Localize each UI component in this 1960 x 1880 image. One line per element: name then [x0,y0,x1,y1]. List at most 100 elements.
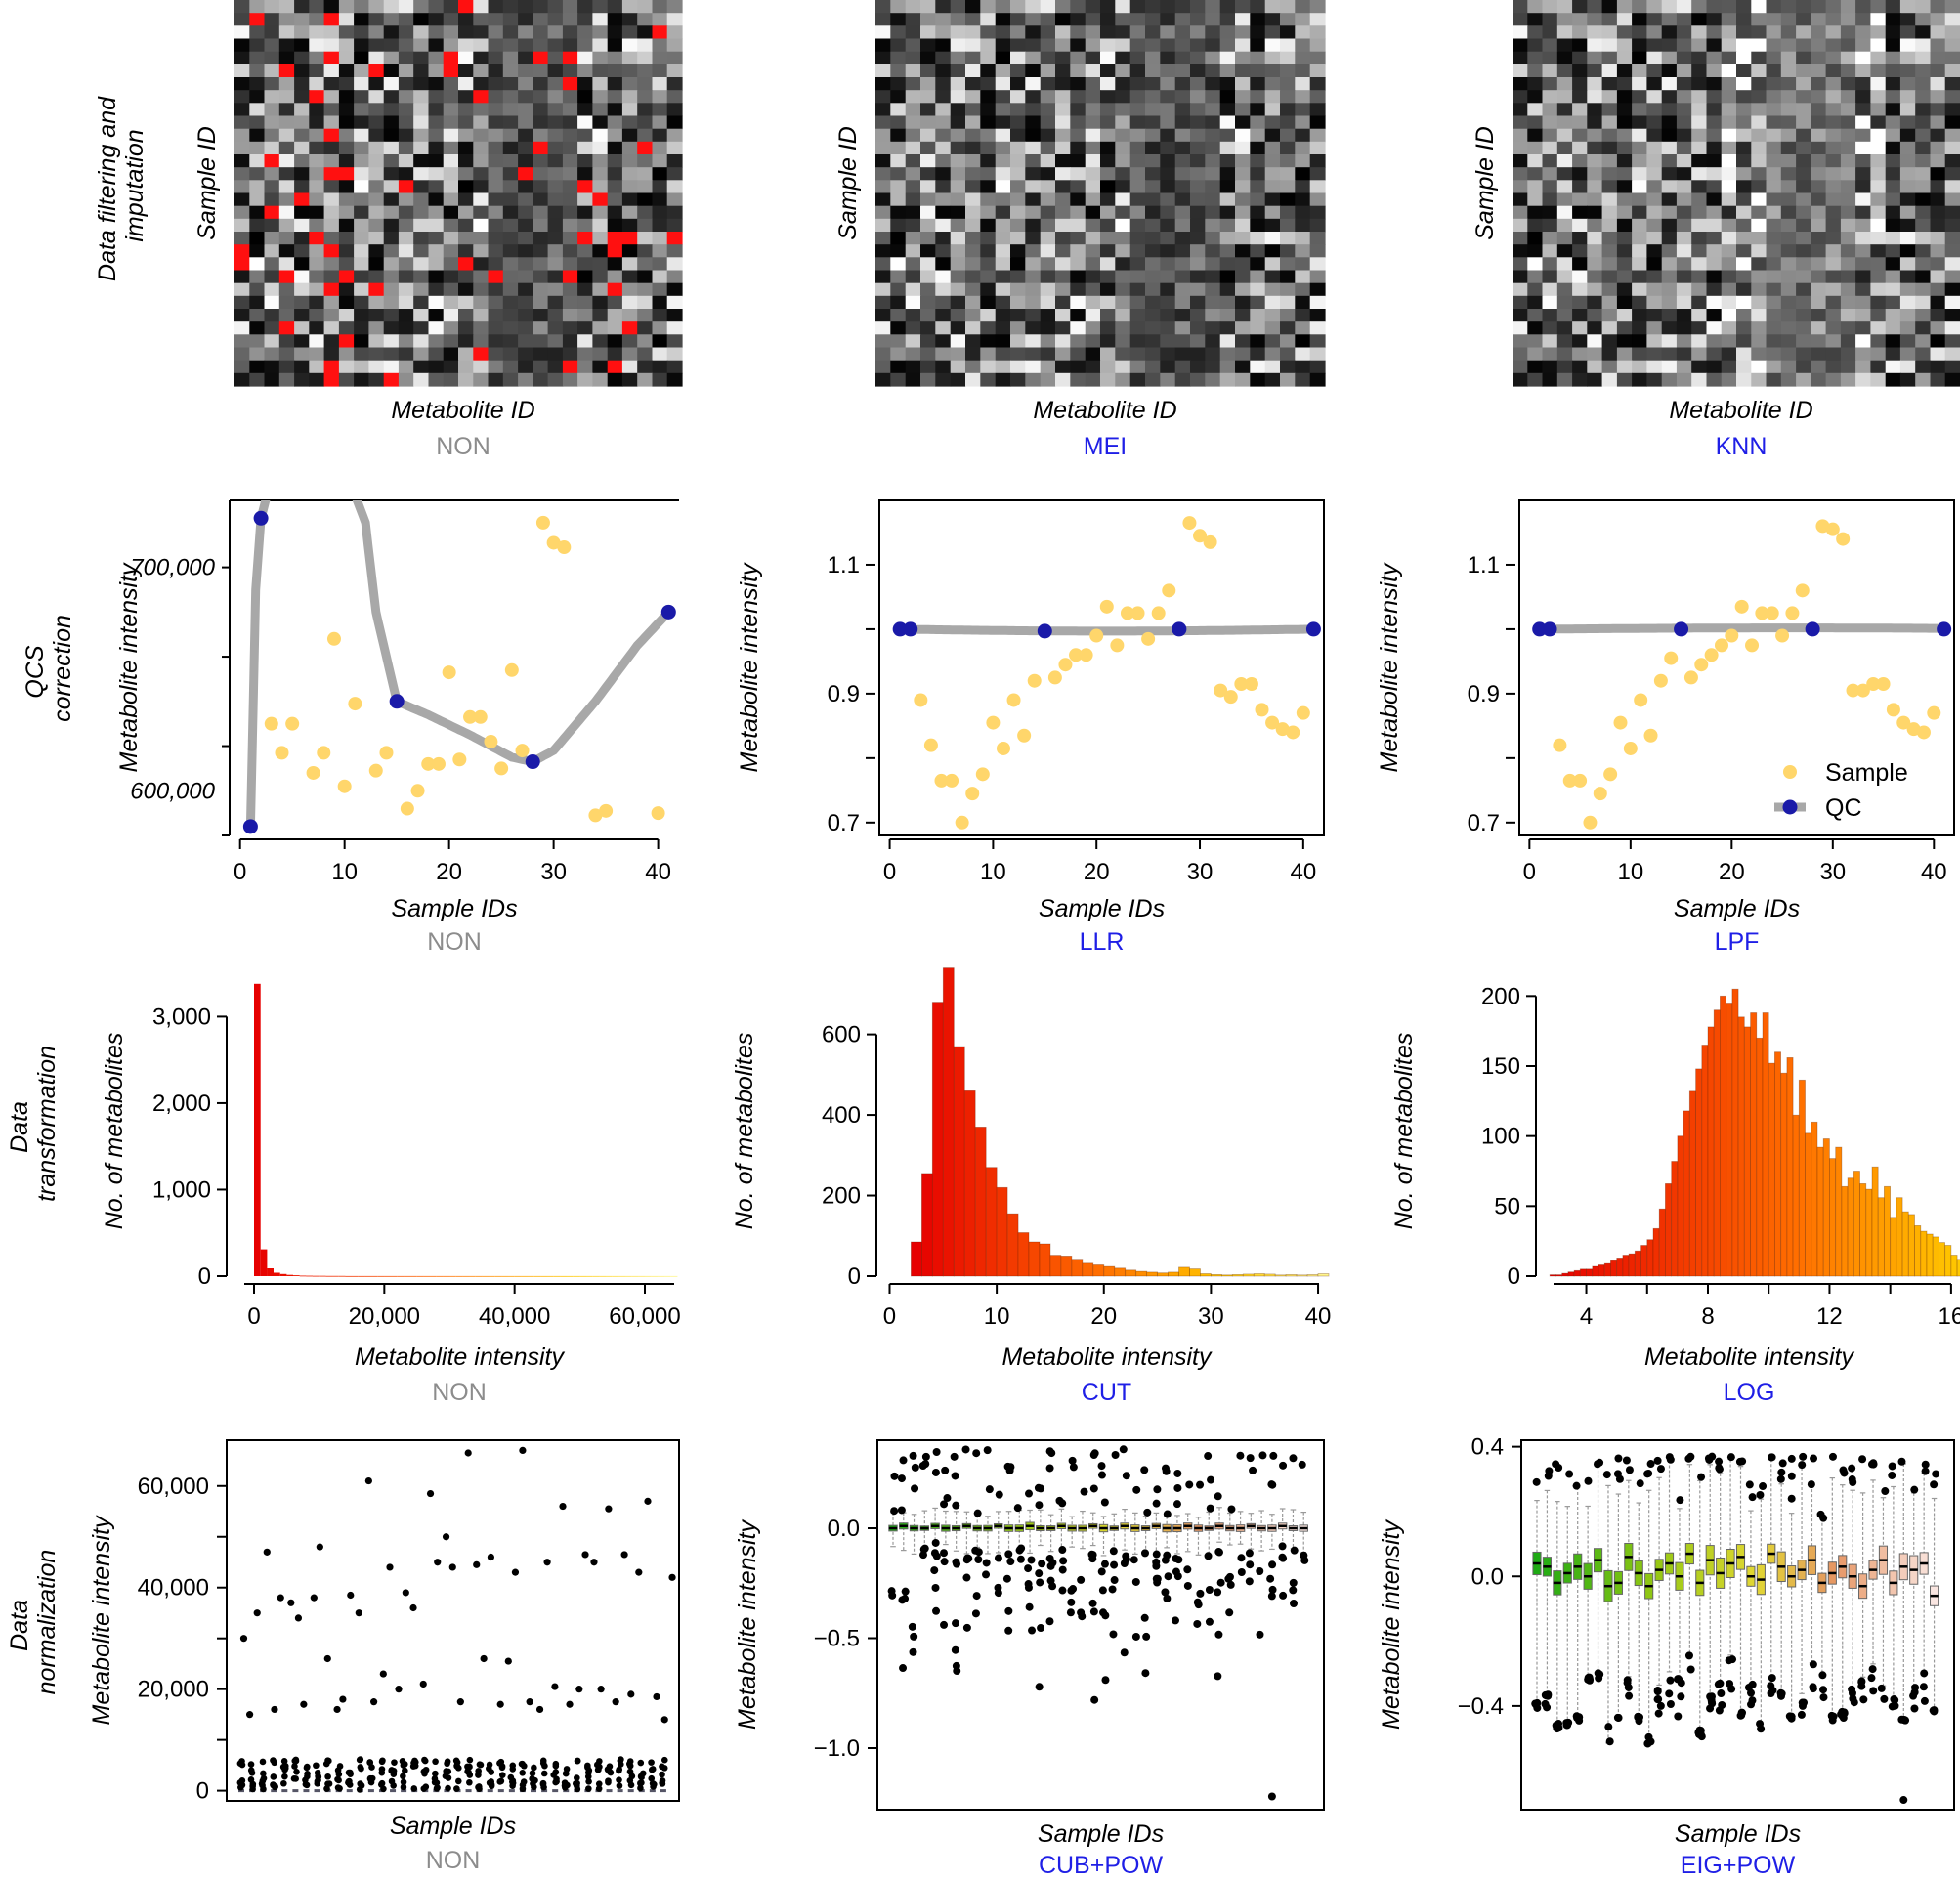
heatmap-cell [890,154,907,168]
heatmap-cell [1025,51,1042,65]
heatmap-cell [1676,360,1692,374]
heatmap-cell [1899,372,1916,387]
heatmap-cell [1811,205,1827,220]
heatmap-cell [905,334,921,349]
heatmap-cell [1174,360,1191,374]
heatmap-cell [1010,334,1026,349]
heatmap-cell [443,167,459,181]
hist-bar [313,1275,320,1277]
heatmap-cell [443,192,459,207]
heatmap-cell [1885,257,1901,272]
heatmap-cell [249,0,266,14]
heatmap-cell [1129,218,1146,233]
y-tick-label: 150 [1481,1053,1520,1080]
heatmap-cell [607,13,623,26]
heatmap-cell [264,64,280,78]
heatmap-cell [278,13,295,26]
heatmap-cell [1840,103,1856,117]
heatmap-cell [950,167,966,181]
heatmap-cell [1190,309,1206,322]
outlier-point [1920,1696,1929,1705]
heatmap-cell [1190,295,1206,310]
heatmap-cell [1513,141,1528,155]
heatmap-cell [607,334,623,349]
outlier-point [1289,1586,1298,1595]
heatmap-cell [1556,309,1573,322]
heatmap-cell [1944,167,1960,181]
outlier-point [607,1769,615,1776]
hist-bar [996,1186,1008,1277]
heatmap-cell [488,244,504,258]
heatmap-cell [1542,270,1558,284]
outlier-point [419,1680,427,1688]
heatmap-cell [1706,180,1723,194]
hist-bar [985,1167,998,1277]
heatmap-cell [1855,257,1871,272]
heatmap-cell [1811,115,1827,130]
qc-point [1805,621,1820,637]
heatmap-cell [1601,205,1618,220]
outlier-point [1097,1462,1106,1471]
heatmap-cell [1100,180,1116,194]
heatmap-cell [278,334,295,349]
heatmap-cell [950,103,966,117]
heatmap-cell [1010,321,1026,335]
heatmap-cell [1542,372,1558,387]
heatmap-cell [965,334,981,349]
heatmap-cell [354,25,369,40]
outlier-point [1553,1725,1561,1733]
outlier-point [1185,1480,1194,1489]
heatmap-cell [1855,25,1871,40]
outlier-point [1025,1602,1034,1611]
heatmap-cell [890,115,907,130]
heatmap-cell [905,218,921,233]
heatmap-cell [398,334,414,349]
heatmap-cell [278,321,295,335]
heatmap-cell [1780,128,1797,143]
heatmap-cell [323,167,340,181]
heatmap-cell [383,192,400,207]
heatmap-cell [995,64,1011,78]
outlier-point [1173,1469,1182,1477]
heatmap-cell [1706,141,1723,155]
outlier-point [294,1614,303,1622]
heatmap-cell [1721,244,1737,258]
heatmap-cell [1766,232,1782,245]
heatmap-cell [1309,232,1326,245]
heatmap-cell [980,38,997,53]
sample-point [1234,676,1249,691]
heatmap-cell [518,257,533,272]
heatmap-cell [1751,192,1768,207]
heatmap-cell [1721,115,1737,130]
outlier-point [1604,1723,1613,1731]
heatmap-cell [562,51,578,65]
heatmap-cell [458,347,474,362]
heatmap-cell [547,180,564,194]
heatmap-cell [1129,90,1146,104]
heatmap-cell [1527,372,1544,387]
heatmap-cell [935,309,952,322]
heatmap-cell [621,13,638,26]
heatmap-cell [1264,167,1281,181]
heatmap-cell [1025,103,1042,117]
heatmap-cell [621,282,638,297]
heatmap-cell [1944,13,1960,26]
heatmap-cell [443,90,459,104]
heatmap-cell [920,77,936,91]
hist-bar [1317,1273,1330,1277]
heatmap-cell [1572,90,1588,104]
heatmap-cell [1736,115,1752,130]
hist-bar [274,1272,280,1276]
heatmap-cell [562,270,578,284]
heatmap-cell [1796,0,1811,14]
heatmap-cell [1542,347,1558,362]
heatmap-cell [995,25,1011,40]
heatmap-cell [1736,321,1752,335]
heatmap-cell [1174,0,1191,14]
outlier-point [466,1778,473,1786]
heatmap-cell [905,372,921,387]
heatmap-cell [1190,90,1206,104]
heatmap-cell [1010,205,1026,220]
heatmap-cell [1899,13,1916,26]
heatmap-cell [1190,167,1206,181]
